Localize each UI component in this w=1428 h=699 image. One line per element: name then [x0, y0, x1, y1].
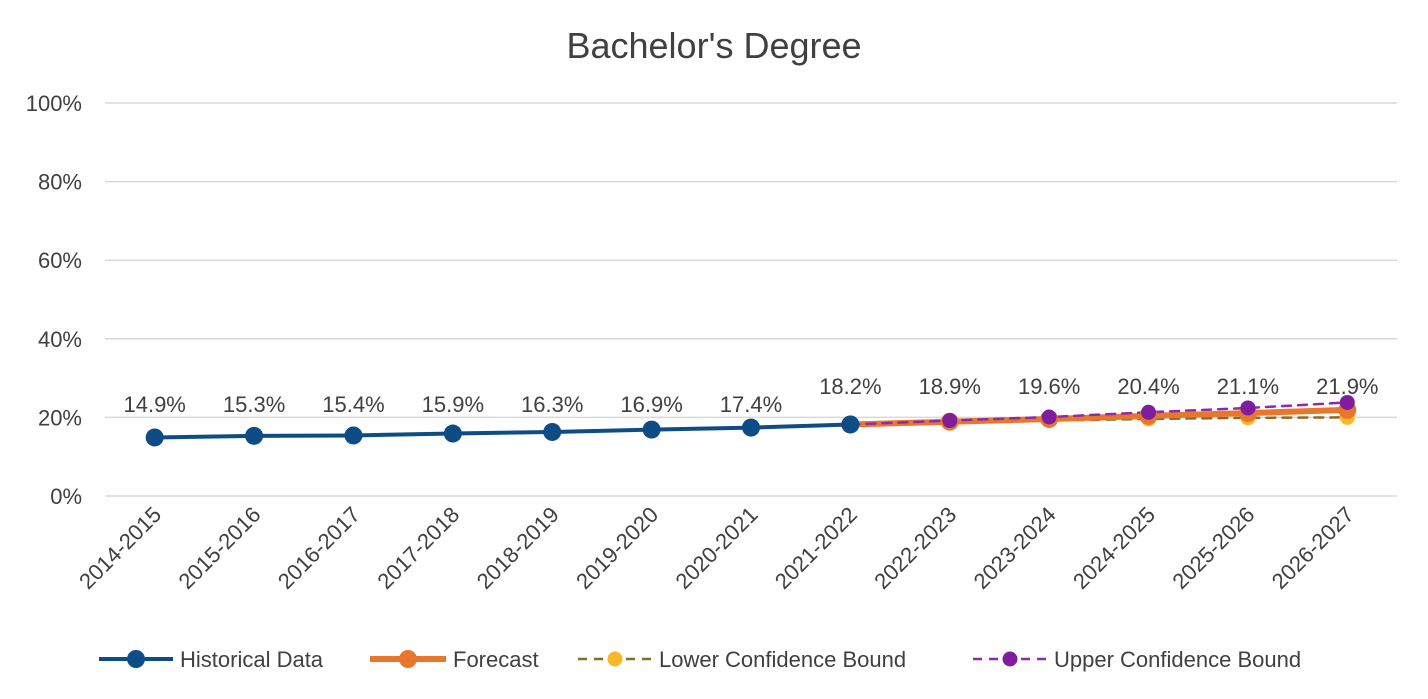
data-point: [1339, 394, 1355, 410]
data-point: [642, 420, 661, 439]
x-tick-label: 2016-2017: [273, 502, 365, 594]
series-lines: [152, 401, 1351, 440]
chart-title: Bachelor's Degree: [566, 25, 861, 66]
legend-label: Lower Confidence Bound: [659, 647, 906, 672]
data-point: [344, 426, 363, 445]
data-labels: 14.9% 15.3% 15.4% 15.9% 16.3% 16.9% 17.4% 18.2%…: [123, 374, 1378, 417]
data-point: [1141, 404, 1157, 420]
y-tick-label: 100%: [26, 91, 82, 116]
legend-label: Historical Data: [180, 647, 324, 672]
data-label: 15.9%: [422, 392, 484, 417]
legend: Historical Data Forecast Lower Confidence …: [99, 647, 1301, 672]
data-label: 18.9%: [919, 374, 981, 399]
legend-swatch-marker: [399, 650, 417, 668]
legend-label: Forecast: [453, 647, 539, 672]
data-label: 16.3%: [521, 392, 583, 417]
data-point: [942, 413, 958, 429]
x-tick-label: 2025-2026: [1167, 502, 1259, 594]
series-line-upper-confidence-bound: [849, 401, 1349, 426]
data-label: 17.4%: [720, 392, 782, 417]
data-label: 15.3%: [223, 392, 285, 417]
data-label: 14.9%: [123, 392, 185, 417]
legend-swatch-marker: [607, 651, 623, 667]
x-tick-label: 2015-2016: [174, 502, 266, 594]
x-axis-ticks: 2014-2015 2015-2016 2016-2017 2017-2018 2018…: [74, 502, 1359, 594]
data-point: [443, 424, 462, 443]
data-label: 21.1%: [1217, 374, 1279, 399]
y-tick-label: 0%: [50, 484, 82, 509]
y-tick-label: 20%: [38, 405, 82, 430]
x-tick-label: 2019-2020: [571, 502, 663, 594]
data-point: [543, 422, 562, 441]
gridlines: [105, 102, 1397, 497]
x-tick-label: 2017-2018: [372, 502, 464, 594]
x-tick-label: 2022-2023: [869, 502, 961, 594]
y-tick-label: 40%: [38, 327, 82, 352]
series-markers: [145, 394, 1357, 447]
data-label: 15.4%: [322, 392, 384, 417]
x-tick-label: 2021-2022: [770, 502, 862, 594]
data-point: [245, 426, 264, 445]
x-tick-label: 2023-2024: [969, 502, 1061, 594]
data-point: [1240, 400, 1256, 416]
x-tick-label: 2024-2025: [1068, 502, 1160, 594]
y-tick-label: 60%: [38, 248, 82, 273]
data-point: [841, 415, 860, 434]
data-point: [742, 418, 760, 437]
data-label: 16.9%: [620, 392, 682, 417]
data-label: 20.4%: [1117, 374, 1179, 399]
x-tick-label: 2026-2027: [1267, 502, 1359, 594]
x-tick-label: 2014-2015: [74, 502, 166, 594]
x-tick-label: 2020-2021: [670, 502, 762, 594]
data-point: [145, 428, 164, 447]
y-tick-label: 80%: [38, 170, 82, 195]
series-line-historical-data: [152, 422, 853, 440]
legend-swatch-marker: [1002, 651, 1018, 667]
data-point: [1041, 409, 1057, 425]
legend-label: Upper Confidence Bound: [1054, 647, 1301, 672]
data-label: 21.9%: [1316, 374, 1378, 399]
x-tick-label: 2018-2019: [472, 502, 564, 594]
legend-swatch-marker: [127, 650, 145, 668]
y-axis-ticks: 0% 20% 40% 60% 80% 100%: [26, 91, 82, 509]
data-label: 19.6%: [1018, 374, 1080, 399]
data-label: 18.2%: [819, 374, 881, 399]
